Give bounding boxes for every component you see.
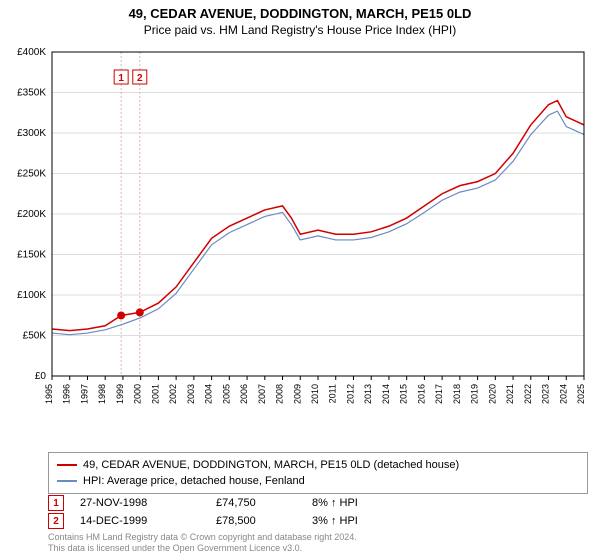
svg-text:2025: 2025 — [576, 384, 586, 404]
svg-text:2000: 2000 — [133, 384, 143, 404]
svg-text:£300K: £300K — [17, 128, 46, 139]
svg-text:2013: 2013 — [363, 384, 373, 404]
svg-text:2008: 2008 — [275, 384, 285, 404]
sales-table: 1 27-NOV-1998 £74,750 8% ↑ HPI 2 14-DEC-… — [48, 494, 588, 530]
svg-text:2024: 2024 — [558, 384, 568, 404]
svg-text:2005: 2005 — [221, 384, 231, 404]
legend-item-hpi: HPI: Average price, detached house, Fenl… — [57, 473, 579, 489]
svg-text:2019: 2019 — [470, 384, 480, 404]
sale-date-2: 14-DEC-1999 — [80, 515, 200, 527]
svg-text:2003: 2003 — [186, 384, 196, 404]
svg-text:£100K: £100K — [17, 290, 46, 301]
legend-swatch-property — [57, 464, 77, 466]
sale-marker-2: 2 — [48, 513, 64, 529]
svg-text:1995: 1995 — [44, 384, 54, 404]
svg-text:1999: 1999 — [115, 384, 125, 404]
svg-text:£250K: £250K — [17, 169, 46, 180]
price-chart: £0£50K£100K£150K£200K£250K£300K£350K£400… — [48, 48, 588, 418]
title-line1: 49, CEDAR AVENUE, DODDINGTON, MARCH, PE1… — [0, 6, 600, 21]
footer-line2: This data is licensed under the Open Gov… — [48, 543, 357, 554]
page-container: 49, CEDAR AVENUE, DODDINGTON, MARCH, PE1… — [0, 0, 600, 560]
svg-text:£150K: £150K — [17, 250, 46, 261]
footer: Contains HM Land Registry data © Crown c… — [48, 532, 357, 554]
svg-text:1: 1 — [118, 73, 124, 84]
sale-date-1: 27-NOV-1998 — [80, 497, 200, 509]
svg-text:1998: 1998 — [97, 384, 107, 404]
svg-text:2021: 2021 — [505, 384, 515, 404]
svg-text:2004: 2004 — [204, 384, 214, 404]
svg-text:2022: 2022 — [523, 384, 533, 404]
sale-delta-2: 3% ↑ HPI — [312, 515, 392, 527]
svg-text:£50K: £50K — [23, 331, 47, 342]
sale-price-1: £74,750 — [216, 497, 296, 509]
footer-line1: Contains HM Land Registry data © Crown c… — [48, 532, 357, 543]
svg-text:2002: 2002 — [168, 384, 178, 404]
svg-text:£200K: £200K — [17, 209, 46, 220]
svg-text:2: 2 — [137, 73, 143, 84]
legend-label-hpi: HPI: Average price, detached house, Fenl… — [83, 475, 305, 487]
svg-text:£0: £0 — [35, 371, 47, 382]
sale-marker-1: 1 — [48, 495, 64, 511]
sale-row-1: 1 27-NOV-1998 £74,750 8% ↑ HPI — [48, 494, 588, 512]
svg-text:2023: 2023 — [541, 384, 551, 404]
svg-text:2010: 2010 — [310, 384, 320, 404]
svg-text:2015: 2015 — [399, 384, 409, 404]
svg-text:2006: 2006 — [239, 384, 249, 404]
title-block: 49, CEDAR AVENUE, DODDINGTON, MARCH, PE1… — [0, 0, 600, 37]
svg-text:2016: 2016 — [416, 384, 426, 404]
svg-text:2017: 2017 — [434, 384, 444, 404]
svg-text:£400K: £400K — [17, 47, 46, 58]
svg-text:2011: 2011 — [328, 384, 338, 403]
svg-text:2001: 2001 — [150, 384, 160, 404]
svg-text:2009: 2009 — [292, 384, 302, 404]
sale-row-2: 2 14-DEC-1999 £78,500 3% ↑ HPI — [48, 512, 588, 530]
sale-price-2: £78,500 — [216, 515, 296, 527]
svg-text:2012: 2012 — [345, 384, 355, 404]
svg-text:2020: 2020 — [487, 384, 497, 404]
svg-text:2018: 2018 — [452, 384, 462, 404]
svg-text:£350K: £350K — [17, 88, 46, 99]
legend-box: 49, CEDAR AVENUE, DODDINGTON, MARCH, PE1… — [48, 452, 588, 494]
legend-item-property: 49, CEDAR AVENUE, DODDINGTON, MARCH, PE1… — [57, 457, 579, 473]
sale-delta-1: 8% ↑ HPI — [312, 497, 392, 509]
svg-text:2007: 2007 — [257, 384, 267, 404]
svg-text:2014: 2014 — [381, 384, 391, 404]
svg-text:1997: 1997 — [79, 384, 89, 404]
title-line2: Price paid vs. HM Land Registry's House … — [0, 23, 600, 37]
svg-text:1996: 1996 — [62, 384, 72, 404]
legend-swatch-hpi — [57, 480, 77, 482]
legend-label-property: 49, CEDAR AVENUE, DODDINGTON, MARCH, PE1… — [83, 459, 459, 471]
